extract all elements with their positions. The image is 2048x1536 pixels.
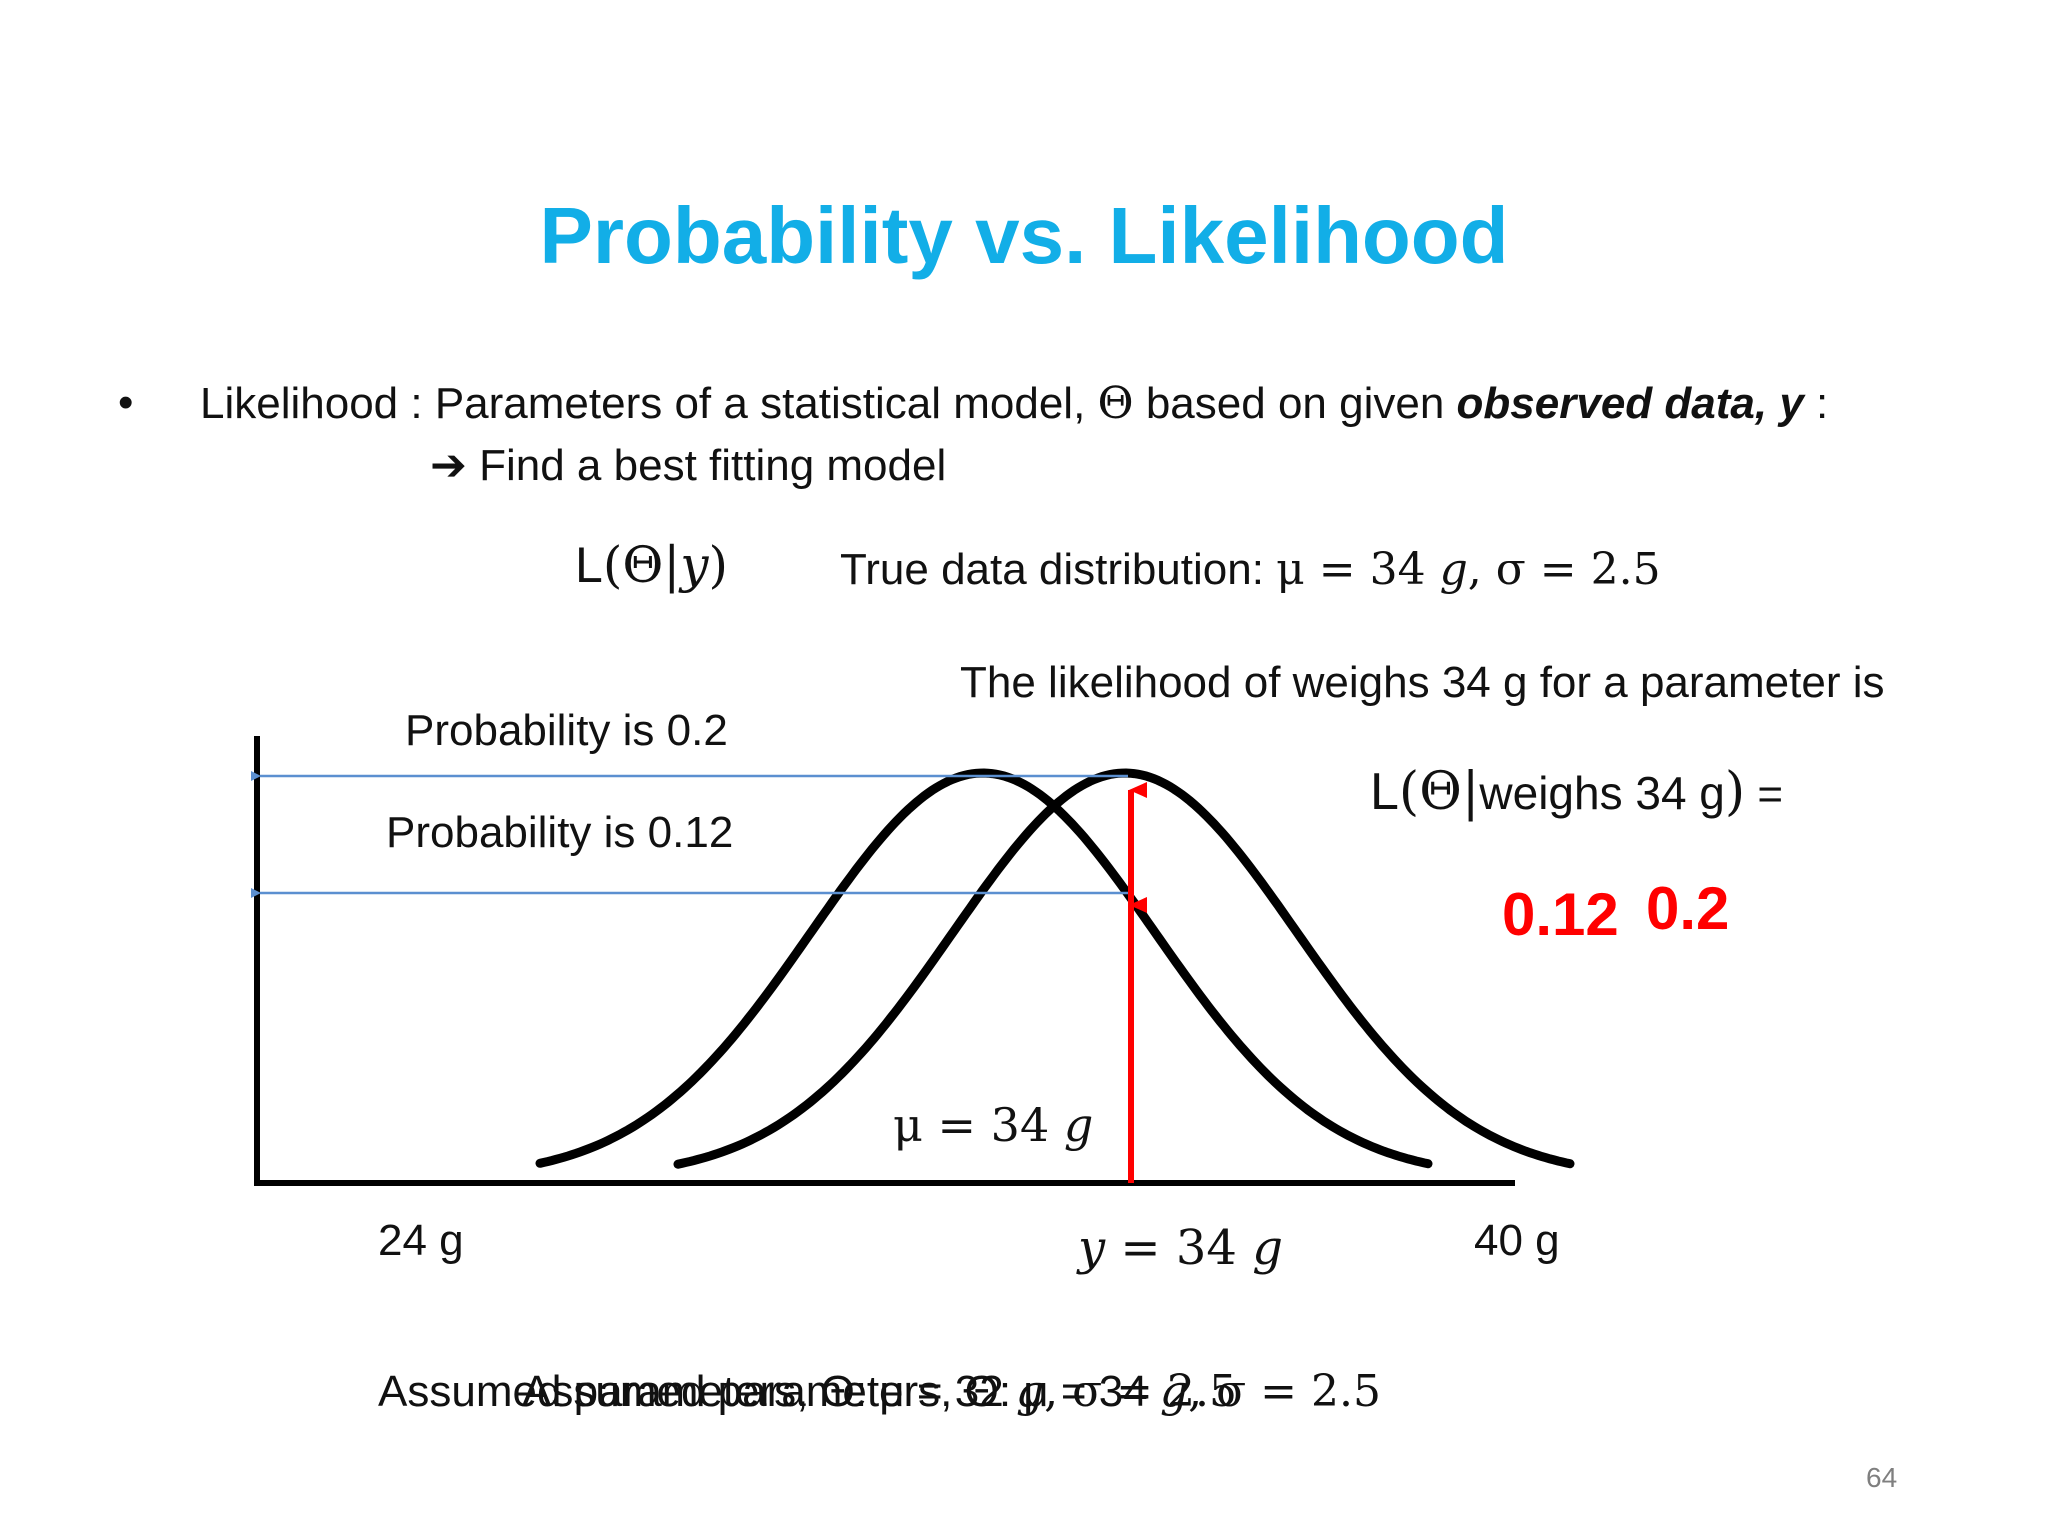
notation-open: ( [602, 536, 623, 594]
expr-L: L [1370, 763, 1399, 821]
true-curve-right [673, 768, 1575, 1169]
assumed-a-g: g [1015, 1366, 1045, 1417]
subpoint-text: Find a best fitting model [479, 441, 947, 490]
bullet-middle: based on given [1133, 379, 1457, 428]
bullet-prefix: Likelihood : Parameters of a statistical… [200, 379, 1098, 428]
notation-bar: | [663, 536, 681, 594]
assumed-a-pre: Assumed parameters, Θ: μ = 32 [378, 1367, 1016, 1416]
likelihood-value-second: 0.2 [1646, 875, 1730, 942]
bullet-text: Likelihood : Parameters of a statistical… [200, 378, 1828, 429]
true-dist-g: g [1439, 544, 1468, 595]
likelihood-value-first: 0.12 [1502, 881, 1619, 948]
mu-label: μ = 34 g [893, 1098, 1093, 1152]
bullet-marker: • [118, 378, 134, 427]
notation-close: ) [708, 536, 728, 594]
observed-y: y [1078, 1220, 1106, 1276]
mu-label-pre: μ = 34 [893, 1098, 1064, 1152]
observed-y-mid: = 34 [1105, 1220, 1253, 1276]
observed-y-label: y = 34 g [1078, 1220, 1283, 1276]
expr-theta: Θ [1419, 762, 1462, 822]
expr-equals: = [1745, 770, 1784, 819]
notation-theta: Θ [622, 536, 664, 594]
notation-L: L [575, 537, 603, 593]
true-dist-label: True data distribution: [840, 545, 1277, 594]
bullet-theta: Θ [1097, 378, 1134, 429]
observed-y-g: g [1252, 1220, 1283, 1276]
likelihood-note: The likelihood of weighs 34 g for a para… [960, 658, 1885, 707]
expr-open: ( [1398, 762, 1420, 822]
x-axis-label-right: 40 g [1474, 1216, 1560, 1265]
probability-label-top: Probability is 0.2 [405, 706, 728, 755]
true-dist-rest: , σ = 2.5 [1467, 544, 1661, 595]
likelihood-notation: L(Θ|y) [575, 536, 728, 594]
expr-given: weighs 34 g [1479, 767, 1725, 819]
assumed-b-post: , σ = 2.5 [1188, 1366, 1381, 1417]
assumed-curve-left [535, 768, 1433, 1169]
slide-title: Probability vs. Likelihood [539, 191, 1509, 280]
likelihood-expression: L(Θ|weighs 34 g) = [1370, 762, 1783, 822]
assumed-b-pre: Assumed parameters, Θ: μ = 34 [522, 1367, 1160, 1416]
mu-label-g: g [1063, 1098, 1094, 1152]
arrow-right-icon: ➔ [430, 441, 467, 490]
true-dist-mu: μ = 34 [1276, 544, 1440, 595]
expr-bar: | [1461, 762, 1480, 822]
assumed-parameters-a: Assumed parameters, Θ: μ = 32 g, σ = 2.5 [378, 1366, 1237, 1417]
bullet-suffix: : [1803, 379, 1829, 428]
assumed-a-post: , σ = 2.5 [1044, 1366, 1237, 1417]
assumed-b-g: g [1159, 1366, 1189, 1417]
x-axis-label-left: 24 g [378, 1216, 464, 1265]
true-distribution: True data distribution: μ = 34 g, σ = 2.… [840, 544, 1661, 595]
subpoint: ➔ Find a best fitting model [430, 440, 946, 491]
notation-y: y [680, 536, 709, 594]
expr-close: ) [1724, 762, 1746, 822]
probability-label-lower: Probability is 0.12 [386, 808, 734, 857]
page-number: 64 [1866, 1462, 1898, 1493]
assumed-parameters-b: Assumed parameters, Θ: μ = 34 g, σ = 2.5 [522, 1366, 1381, 1417]
bullet-emphasis: observed data, y [1456, 379, 1804, 428]
